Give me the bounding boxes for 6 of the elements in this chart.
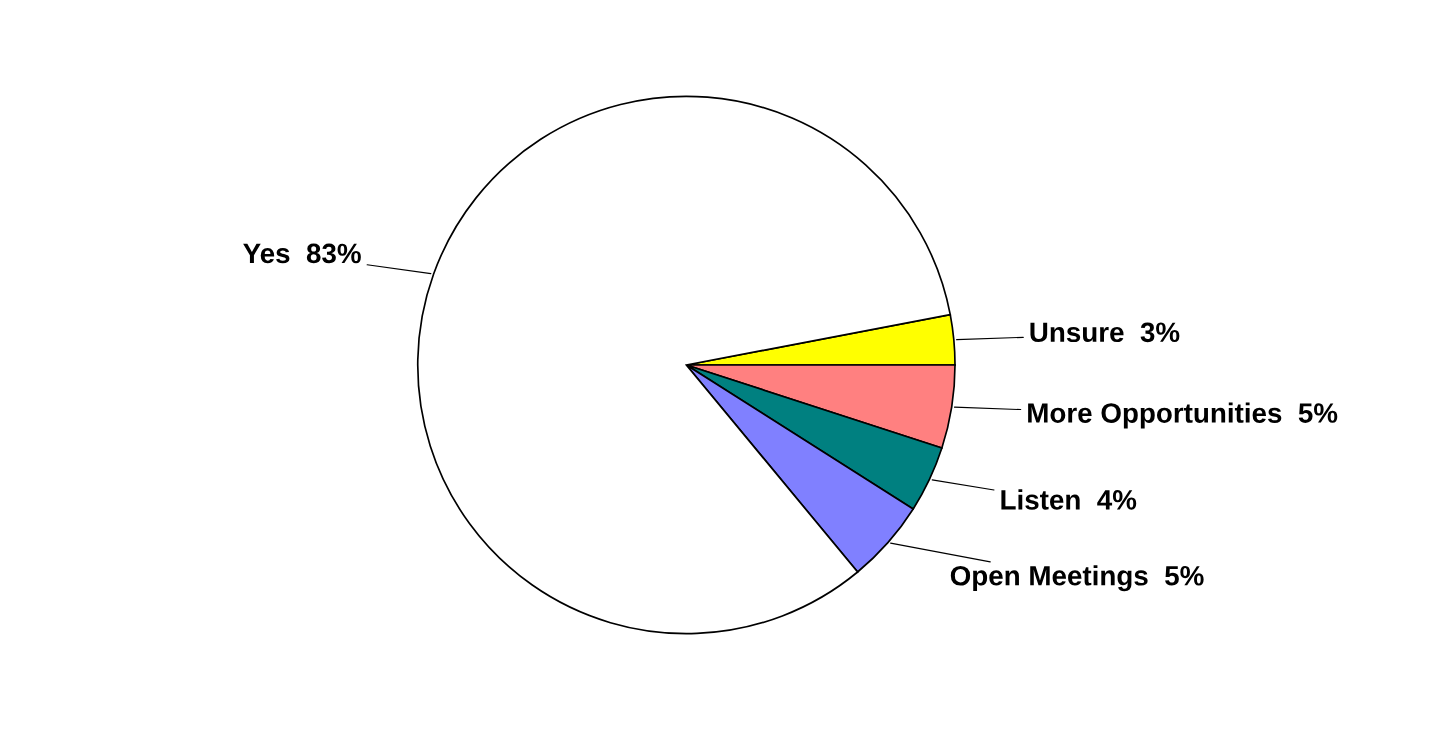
slice-label: Unsure 3% [1030, 322, 1180, 343]
slice-label: More Opportunities 5% [1028, 402, 1338, 429]
pie-slice [416, 95, 952, 635]
slice-label: Listen 4% [1001, 489, 1137, 510]
slice-label: Open Meetings 5% [950, 565, 1204, 592]
slice-label: Yes 83% [243, 243, 361, 264]
